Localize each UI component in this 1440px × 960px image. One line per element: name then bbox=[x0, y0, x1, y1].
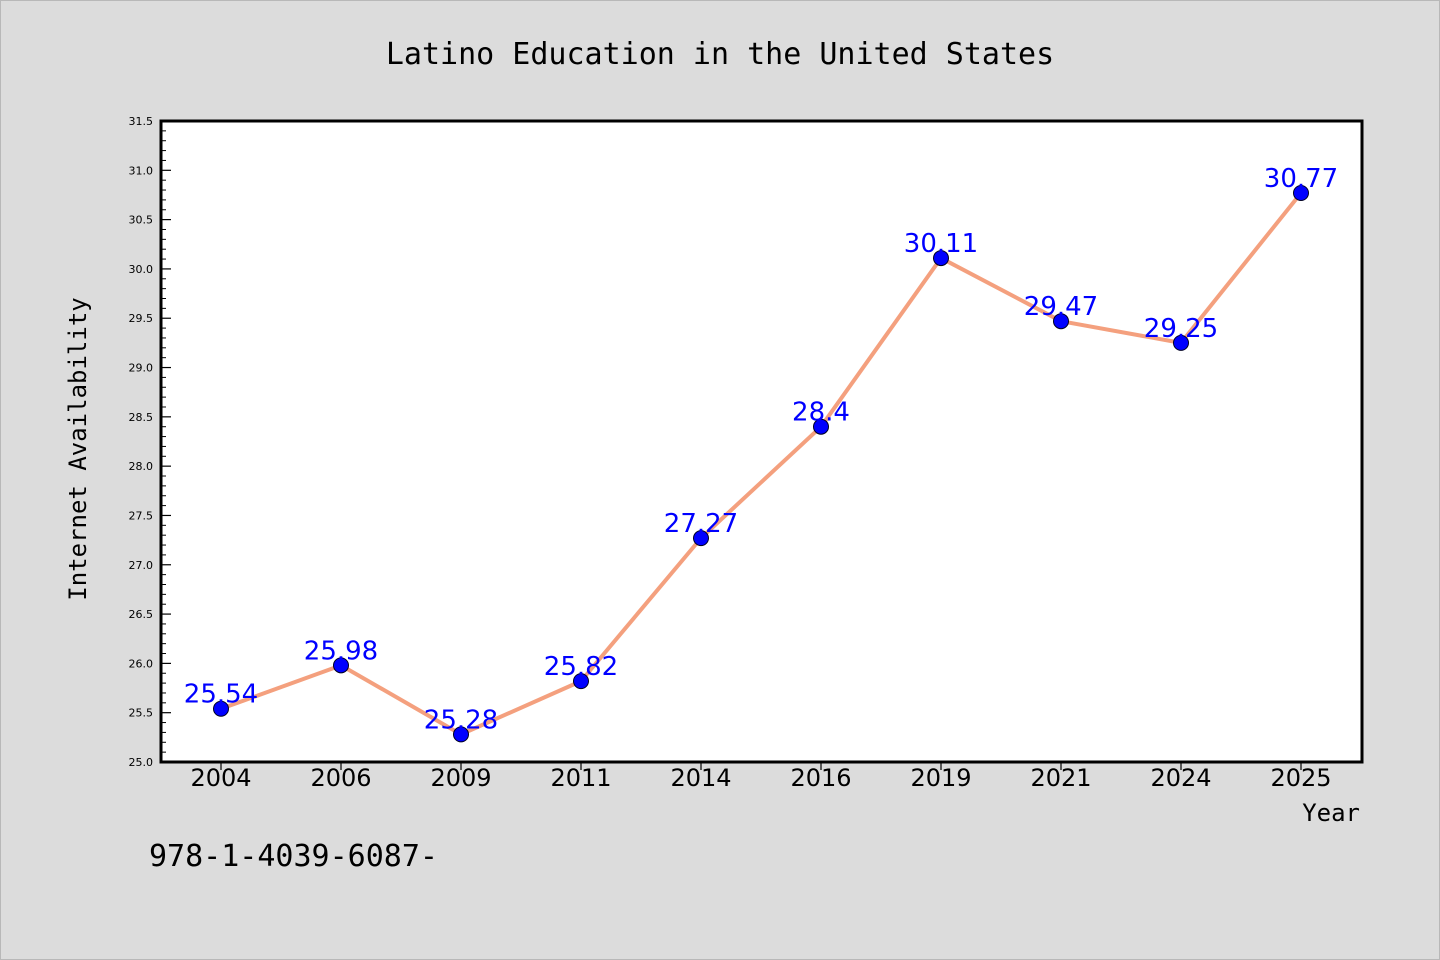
data-point bbox=[333, 657, 349, 674]
data-label: 28.4 bbox=[792, 398, 850, 428]
x-axis-title: Year bbox=[1302, 799, 1360, 827]
x-tick-label: 2009 bbox=[430, 764, 491, 792]
data-label: 30.11 bbox=[904, 229, 978, 259]
x-tick-label: 2006 bbox=[310, 764, 371, 792]
data-label: 25.82 bbox=[544, 652, 618, 682]
x-tick-label: 2014 bbox=[670, 764, 731, 792]
chart-title: Latino Education in the United States bbox=[386, 37, 1054, 72]
x-tick-label: 2016 bbox=[790, 764, 851, 792]
y-tick-label: 28.5 bbox=[129, 411, 154, 424]
y-axis-title: Internet Availability bbox=[64, 297, 92, 600]
y-tick-label: 31.0 bbox=[129, 164, 154, 177]
x-tick-label: 2004 bbox=[190, 764, 251, 792]
data-label: 25.54 bbox=[184, 680, 258, 710]
x-tick-label: 2024 bbox=[1150, 764, 1211, 792]
y-tick-label: 25.5 bbox=[129, 707, 154, 720]
y-tick-label: 26.5 bbox=[129, 608, 154, 621]
y-tick-label: 29.5 bbox=[129, 312, 154, 325]
x-tick-label: 2019 bbox=[910, 764, 971, 792]
footer-identifier: 978-1-4039-6087- bbox=[149, 839, 438, 874]
data-label: 29.47 bbox=[1024, 292, 1098, 322]
y-tick-label: 30.5 bbox=[129, 214, 154, 227]
data-point bbox=[933, 250, 949, 267]
y-tick-label: 28.0 bbox=[129, 460, 154, 473]
y-tick-label: 26.0 bbox=[129, 657, 154, 670]
data-point bbox=[693, 530, 709, 547]
data-point bbox=[1293, 184, 1309, 201]
data-point bbox=[813, 418, 829, 435]
y-tick-label: 25.0 bbox=[129, 756, 154, 769]
data-label: 27.27 bbox=[664, 509, 738, 539]
data-label: 30.77 bbox=[1264, 164, 1338, 194]
data-point bbox=[1053, 313, 1069, 330]
data-point bbox=[1173, 334, 1189, 351]
data-point bbox=[573, 673, 589, 690]
x-axis: 2004 2006 2009 2011 2014 2016 2019 2021 2024 2025 bbox=[190, 762, 1332, 792]
y-tick-label: 30.0 bbox=[129, 263, 154, 276]
data-label: 25.28 bbox=[424, 705, 498, 735]
data-label: 25.98 bbox=[304, 636, 378, 666]
y-axis: 25.0 25.5 26.0 26.5 27.0 27.5 28.0 28.5 29.0 29.5… bbox=[129, 115, 171, 769]
x-tick-label: 2021 bbox=[1030, 764, 1091, 792]
data-point bbox=[213, 700, 229, 717]
series-group: 25.54 25.98 25.28 25.82 27.27 28.4 30.11 29.47 2… bbox=[184, 164, 1338, 743]
y-tick-label: 27.5 bbox=[129, 509, 154, 522]
x-tick-label: 2011 bbox=[550, 764, 611, 792]
x-tick-label: 2025 bbox=[1270, 764, 1331, 792]
y-tick-label: 31.5 bbox=[129, 115, 154, 128]
data-point bbox=[453, 726, 469, 743]
plot-area bbox=[159, 119, 1364, 764]
series-line bbox=[220, 191, 1303, 737]
data-label: 29.25 bbox=[1144, 314, 1218, 344]
y-tick-label: 27.0 bbox=[129, 559, 154, 572]
y-tick-label: 29.0 bbox=[129, 362, 154, 375]
